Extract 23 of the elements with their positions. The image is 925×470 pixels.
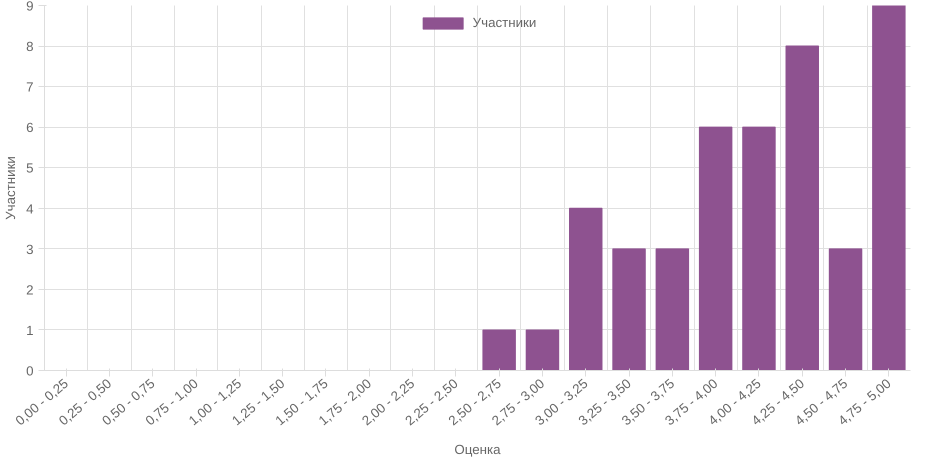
bar	[742, 126, 776, 370]
y-tick-label: 4	[26, 201, 34, 216]
y-tick-label: 9	[26, 0, 34, 14]
y-tick-label: 5	[26, 160, 34, 176]
y-tick-label: 2	[26, 282, 34, 298]
y-tick-label: 7	[26, 80, 34, 95]
y-tick-label: 8	[26, 39, 34, 54]
bar	[872, 6, 906, 370]
y-tick-label: 1	[26, 322, 34, 338]
bar	[786, 46, 819, 370]
bar	[569, 208, 602, 370]
bar	[612, 248, 646, 370]
bar	[656, 248, 690, 370]
x-axis-title: Оценка	[454, 442, 502, 458]
bar	[828, 248, 862, 370]
legend-label: Участники	[472, 15, 536, 30]
bar	[698, 126, 732, 370]
y-tick-label: 3	[26, 242, 34, 257]
y-tick-label: 6	[26, 120, 34, 136]
bar	[482, 329, 516, 370]
y-axis-title: Участники	[3, 156, 18, 220]
bar	[526, 329, 560, 370]
y-tick-label: 0	[26, 364, 34, 378]
